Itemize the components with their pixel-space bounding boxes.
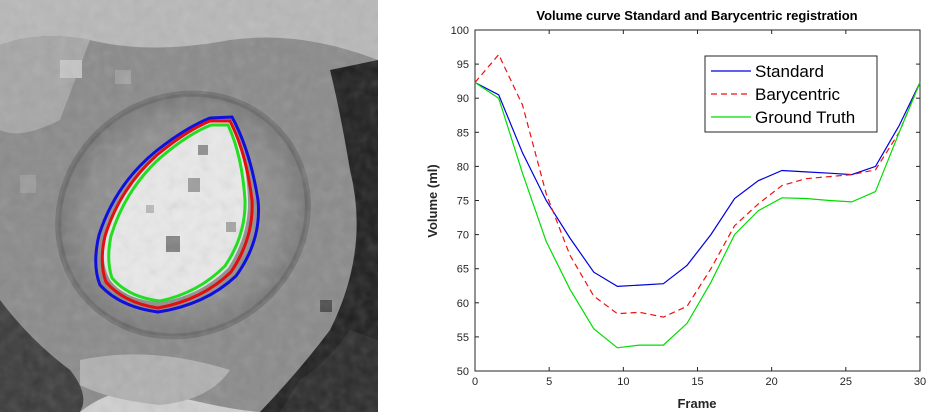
x-tick-label: 0 [472, 376, 478, 388]
x-tick-label: 25 [840, 376, 852, 388]
chart-title: Volume curve Standard and Barycentric re… [536, 8, 857, 23]
contour-barycentric [100, 119, 254, 310]
mri-image-panel [0, 0, 378, 412]
contour-ground-truth [107, 123, 247, 303]
legend-label: Barycentric [755, 85, 841, 104]
x-axis-label: Frame [677, 396, 716, 411]
series-line-ground-truth [474, 81, 921, 349]
x-tick-label: 20 [766, 376, 778, 388]
contour-standard [94, 115, 260, 314]
y-tick-label: 100 [451, 25, 469, 37]
y-tick-label: 85 [457, 127, 469, 139]
x-tick-label: 15 [691, 376, 703, 388]
y-tick-label: 75 [457, 196, 469, 208]
legend-label: Standard [755, 62, 824, 81]
y-tick-label: 55 [457, 332, 469, 344]
x-tick-label: 10 [617, 376, 629, 388]
y-tick-label: 80 [457, 161, 469, 173]
y-tick-label: 95 [457, 59, 469, 71]
x-tick-label: 5 [546, 376, 552, 388]
mri-background [0, 0, 378, 412]
y-tick-label: 90 [457, 93, 469, 105]
x-tick-label: 30 [914, 376, 926, 388]
y-axis-label: Volume (ml) [425, 164, 440, 237]
y-tick-label: 60 [457, 298, 469, 310]
series-line-barycentric [474, 53, 921, 318]
legend-label: Ground Truth [755, 108, 855, 127]
y-tick-label: 50 [457, 366, 469, 378]
plot-area: 0 5 10 15 20 25 30 50 55 60 65 70 75 80 85 90 95 100 Stand… [451, 25, 926, 388]
y-tick-label: 65 [457, 264, 469, 276]
y-tick-label: 70 [457, 230, 469, 242]
